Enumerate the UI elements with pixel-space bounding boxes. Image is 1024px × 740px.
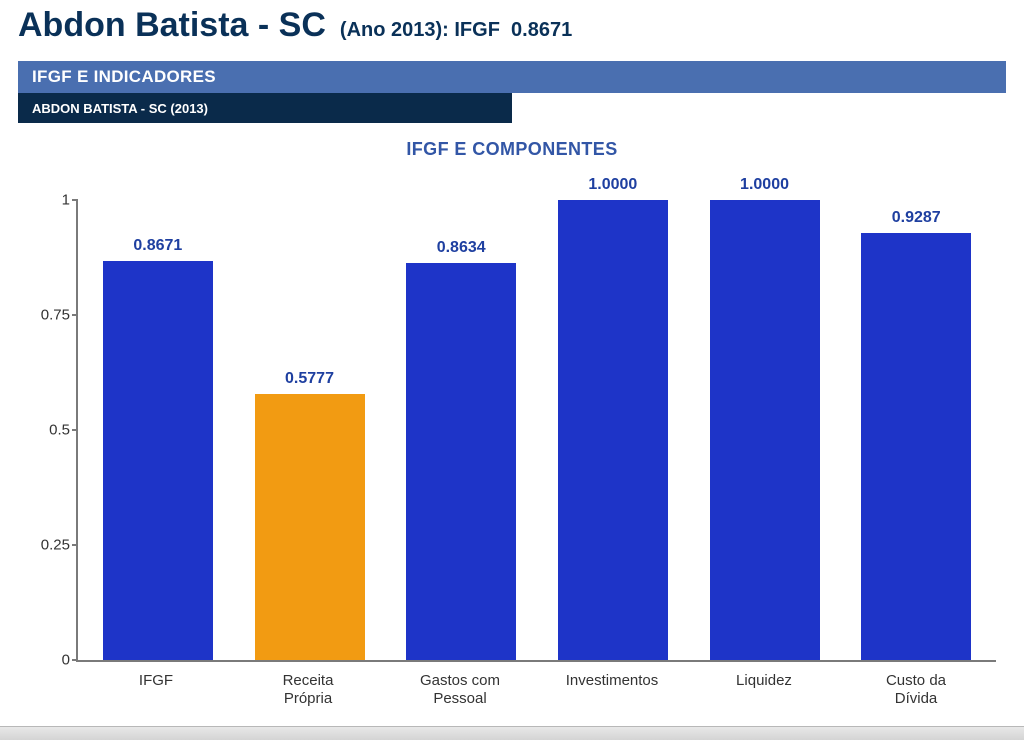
x-axis-labels: IFGFReceitaPrópriaGastos comPessoalInves… xyxy=(76,666,996,720)
x-tick-label: Custo daDívida xyxy=(840,666,992,720)
bar-slot: 0.9287 xyxy=(840,200,992,660)
bar-value-label: 1.0000 xyxy=(537,176,689,194)
y-tick-mark xyxy=(72,314,78,316)
x-tick-label: IFGF xyxy=(80,666,232,720)
bar-value-label: 0.8671 xyxy=(82,237,234,255)
y-tick-mark xyxy=(72,199,78,201)
window-status-strip xyxy=(0,726,1024,740)
indicator-value: 0.8671 xyxy=(511,19,572,41)
section-header-label: IFGF E INDICADORES xyxy=(32,67,216,87)
bar-slot: 0.8671 xyxy=(82,200,234,660)
section-sub-band: ABDON BATISTA - SC (2013) xyxy=(18,93,1006,123)
y-tick-label: 0 xyxy=(30,652,70,669)
bar xyxy=(710,200,820,660)
bar-slot: 0.5777 xyxy=(234,200,386,660)
plot-area: 0.86710.57770.86341.00001.00000.9287 00.… xyxy=(76,200,996,662)
page-title: Abdon Batista - SC (Ano 2013): IFGF 0.86… xyxy=(0,0,1024,55)
bar-slot: 0.8634 xyxy=(385,200,537,660)
municipality-name: Abdon Batista - SC xyxy=(18,6,326,45)
bar xyxy=(103,261,213,660)
bar-slot: 1.0000 xyxy=(537,200,689,660)
bar-chart: 0.86710.57770.86341.00001.00000.9287 00.… xyxy=(18,200,1006,720)
y-tick-mark xyxy=(72,429,78,431)
context-tab: ABDON BATISTA - SC (2013) xyxy=(18,93,512,123)
indicator-label: IFGF xyxy=(454,19,500,41)
x-tick-label: Investimentos xyxy=(536,666,688,720)
y-tick-label: 1 xyxy=(30,192,70,209)
bar xyxy=(406,263,516,660)
chart-title: IFGF E COMPONENTES xyxy=(0,139,1024,160)
bar-value-label: 0.9287 xyxy=(840,209,992,227)
bar-value-label: 0.5777 xyxy=(234,370,386,388)
bar-value-label: 1.0000 xyxy=(689,176,841,194)
year-label: (Ano 2013): xyxy=(340,19,449,41)
context-tab-label: ABDON BATISTA - SC (2013) xyxy=(32,101,208,116)
bar xyxy=(558,200,668,660)
bars-container: 0.86710.57770.86341.00001.00000.9287 xyxy=(78,200,996,660)
bar-value-label: 0.8634 xyxy=(385,239,537,257)
section-header-band: IFGF E INDICADORES xyxy=(18,61,1006,93)
y-tick-label: 0.25 xyxy=(30,537,70,554)
x-tick-label: ReceitaPrópria xyxy=(232,666,384,720)
bar xyxy=(861,233,971,660)
y-tick-mark xyxy=(72,544,78,546)
x-tick-label: Liquidez xyxy=(688,666,840,720)
x-tick-label: Gastos comPessoal xyxy=(384,666,536,720)
page-subtitle: (Ano 2013): IFGF 0.8671 xyxy=(340,19,572,42)
y-tick-label: 0.75 xyxy=(30,307,70,324)
y-tick-label: 0.5 xyxy=(30,422,70,439)
bar-slot: 1.0000 xyxy=(689,200,841,660)
bar xyxy=(255,394,365,660)
y-tick-mark xyxy=(72,659,78,661)
